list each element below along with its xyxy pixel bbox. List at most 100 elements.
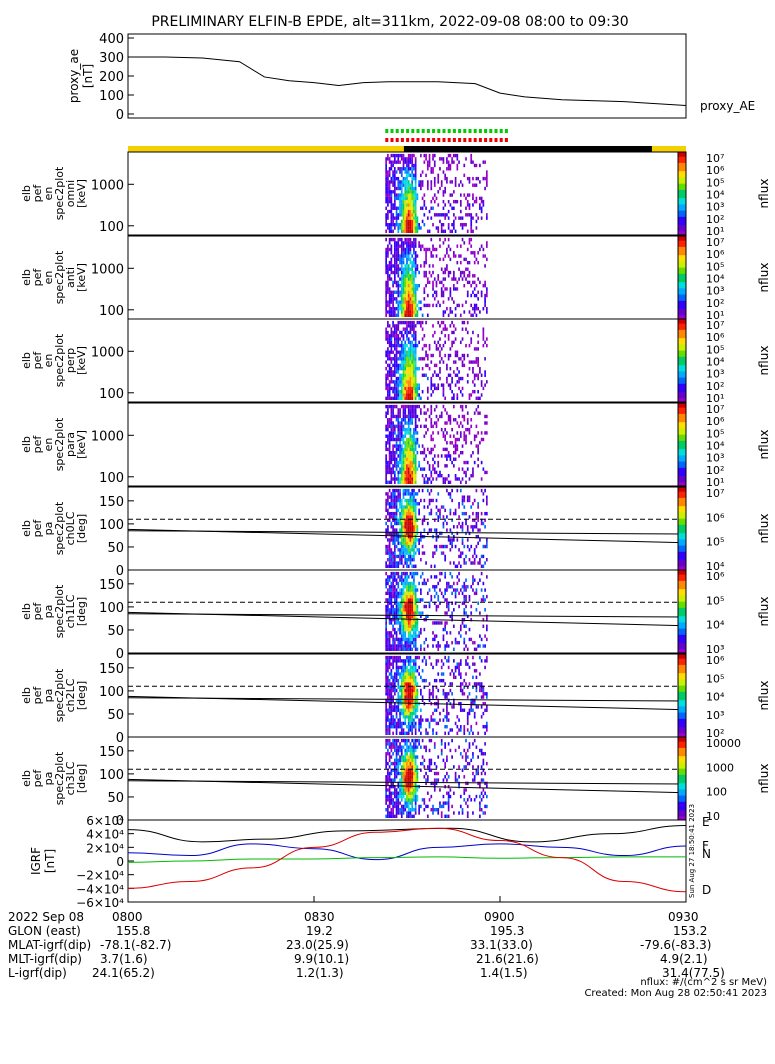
spectrogram-cell: [422, 367, 424, 370]
spectrogram-cell: [396, 705, 398, 708]
spectrogram-cell: [387, 798, 389, 801]
spectrogram-cell: [460, 210, 462, 213]
spectrogram-cell: [463, 435, 465, 438]
spectrogram-cell: [397, 254, 399, 257]
spectrogram-cell: [396, 291, 398, 294]
spectrogram-cell: [413, 471, 415, 474]
spectrogram-cell: [420, 187, 422, 190]
spectrogram-cell: [410, 682, 412, 685]
spectrogram-cell: [389, 515, 391, 518]
spectrogram-cell: [484, 281, 486, 284]
spectrogram-cell: [430, 662, 432, 665]
spectrogram-cell: [453, 254, 455, 257]
spectrogram-cell: [484, 709, 486, 712]
spectrogram-cell: [417, 304, 419, 307]
spectrogram-cell: [463, 418, 465, 421]
spectrogram-cell: [385, 297, 387, 300]
spectrogram-cell: [399, 277, 401, 280]
spectrogram-cell: [441, 331, 443, 334]
spectrogram-cell: [397, 682, 399, 685]
spectrogram-cell: [408, 341, 410, 344]
spectrogram-cell: [411, 621, 413, 624]
spectrogram-cell: [474, 383, 476, 386]
spectrogram-cell: [413, 444, 415, 447]
spectrogram-cell: [463, 271, 465, 274]
spectrogram-cell: [437, 174, 439, 177]
spectrogram-cell: [385, 608, 387, 611]
spectrogram-cell: [401, 444, 403, 447]
spectrogram-cell: [392, 203, 394, 206]
spectrogram-cell: [423, 425, 425, 428]
spectrogram-cell: [406, 238, 408, 241]
spectrogram-cell: [406, 682, 408, 685]
spectrogram-cell: [476, 525, 478, 528]
spectrogram-cell: [477, 464, 479, 467]
spectrogram-cell: [408, 695, 410, 698]
spectrogram-cell: [453, 451, 455, 454]
spectrogram-cell: [429, 164, 431, 167]
spectrogram-cell: [399, 592, 401, 595]
spectrogram-cell: [399, 656, 401, 659]
spectrogram-cell: [392, 390, 394, 393]
colorbar-tick-label: 10⁴: [706, 273, 725, 286]
spectrogram-cell: [406, 676, 408, 679]
spectrogram-cell: [441, 281, 443, 284]
spectrogram-cell: [403, 474, 405, 477]
spectrogram-cell: [483, 331, 485, 334]
spectrogram-cell: [455, 307, 457, 310]
spectrogram-cell: [418, 223, 420, 226]
spectrogram-cell: [436, 545, 438, 548]
spectrogram-cell: [418, 393, 420, 396]
proxy-ae-frame: [128, 34, 686, 118]
spectrogram-cell: [394, 778, 396, 781]
spectrogram-cell: [429, 656, 431, 659]
spectrogram-cell: [418, 634, 420, 637]
spectrogram-cell: [392, 742, 394, 745]
spectrogram-cell: [434, 595, 436, 598]
spectrogram-cell: [418, 444, 420, 447]
spectrogram-cell: [401, 772, 403, 775]
spectrogram-cell: [392, 745, 394, 748]
spectrogram-cell: [423, 160, 425, 163]
spectrogram-cell: [408, 307, 410, 310]
spectrogram-cell: [410, 538, 412, 541]
spectrogram-ytick-label: 0: [116, 731, 124, 746]
spectrogram-cell: [410, 226, 412, 229]
spectrogram-cell: [401, 765, 403, 768]
spectrogram-cell: [406, 602, 408, 605]
spectrogram-cell: [397, 387, 399, 390]
spectrogram-cell: [444, 216, 446, 219]
spectrogram-cell: [413, 380, 415, 383]
spectrogram-cell: [446, 458, 448, 461]
spectrogram-cell: [389, 197, 391, 200]
spectrogram-cell: [434, 585, 436, 588]
spectrogram-cell: [481, 383, 483, 386]
spectrogram-cell: [446, 515, 448, 518]
spectrogram-cell: [474, 304, 476, 307]
spectrogram-cell: [444, 421, 446, 424]
spectrogram-cell: [394, 801, 396, 804]
spectrogram-cell: [451, 489, 453, 492]
spectrogram-cell: [387, 324, 389, 327]
spectrogram-cell: [408, 367, 410, 370]
spectrogram-cell: [469, 666, 471, 669]
spectrogram-cell: [394, 759, 396, 762]
spectrogram-cell: [404, 370, 406, 373]
spectrogram-cell: [425, 157, 427, 160]
spectrogram-cell: [401, 291, 403, 294]
spectrogram-cell: [423, 641, 425, 644]
spectrogram-cell: [396, 722, 398, 725]
spectrogram-cell: [472, 360, 474, 363]
spectrogram-cell: [486, 291, 488, 294]
spectrogram-cell: [408, 548, 410, 551]
spectrogram-cell: [444, 454, 446, 457]
spectrogram-cell: [406, 287, 408, 290]
spectrogram-cell: [406, 284, 408, 287]
spectrogram-cell: [455, 180, 457, 183]
spectrogram-cell: [403, 241, 405, 244]
spectrogram-cell: [391, 438, 393, 441]
spectrogram-cell: [396, 648, 398, 651]
spectrogram-cell: [413, 682, 415, 685]
spectrogram-cell: [391, 572, 393, 575]
spectrogram-cell: [446, 598, 448, 601]
